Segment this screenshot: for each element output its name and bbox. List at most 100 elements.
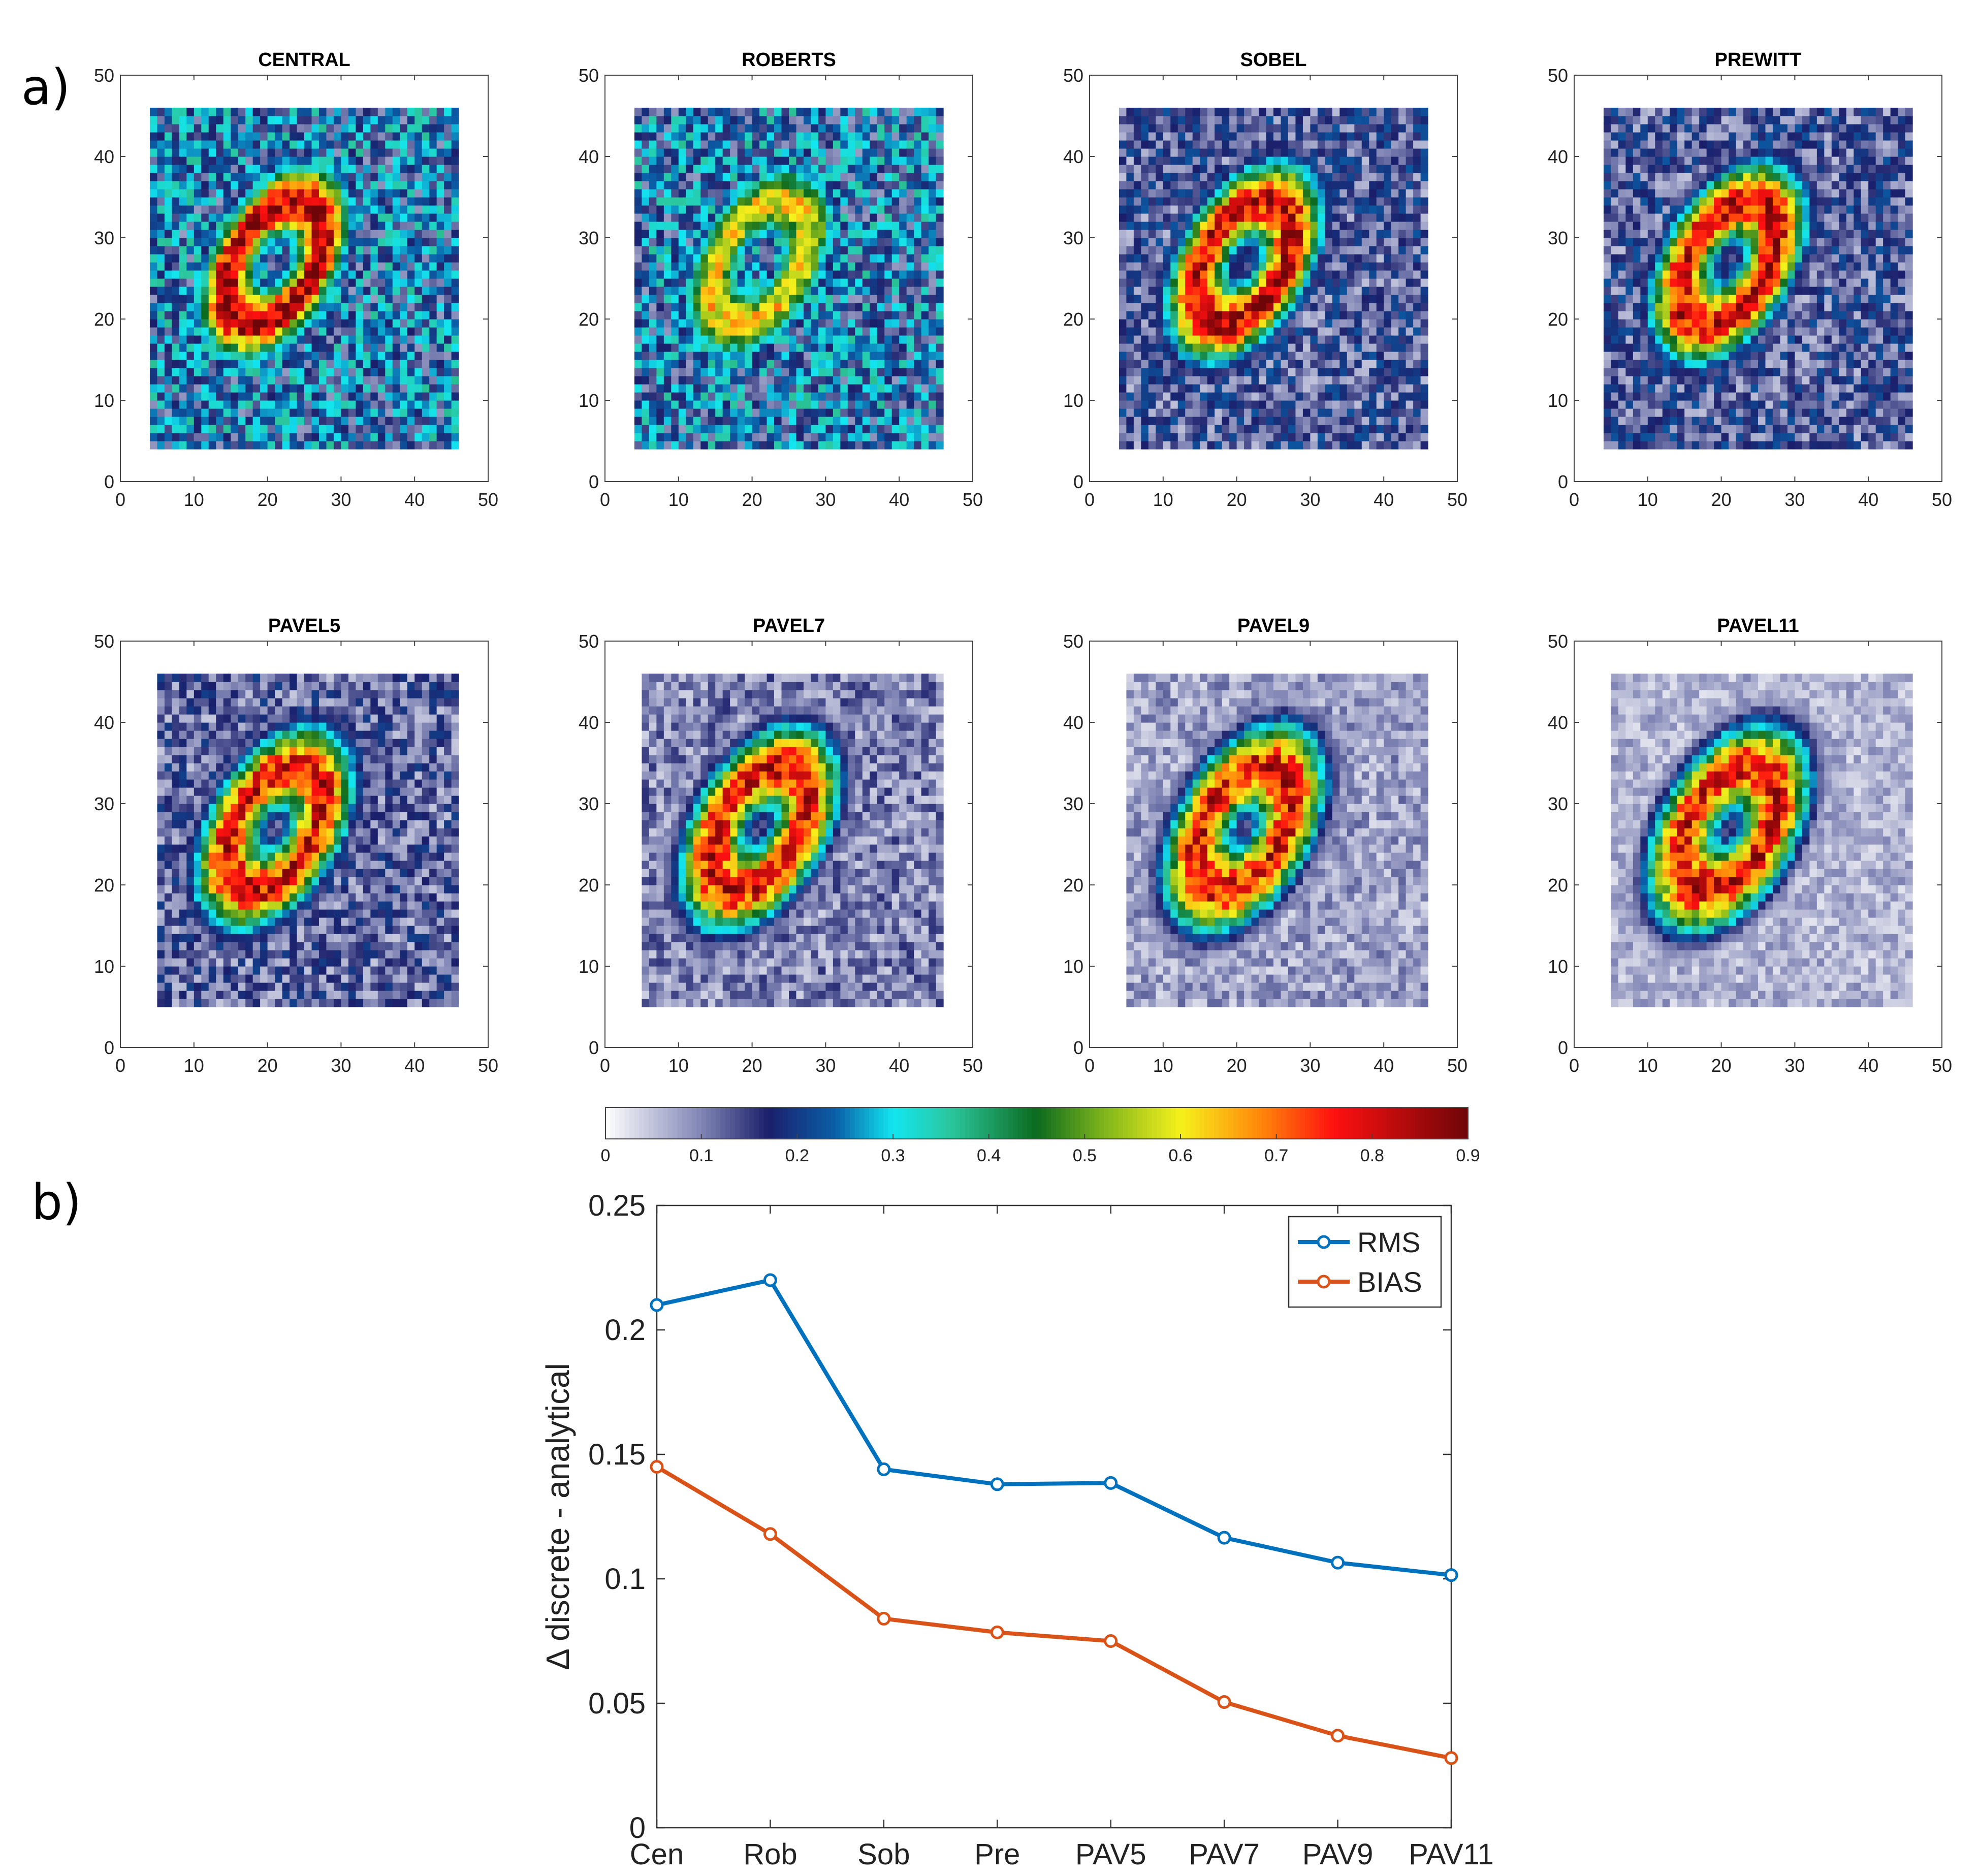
heatmap-cell xyxy=(1119,140,1127,149)
heatmap-cell xyxy=(318,140,327,149)
heatmap-cell xyxy=(891,441,900,450)
heatmap-cell xyxy=(1177,352,1186,360)
heatmap-cell xyxy=(914,181,922,189)
heatmap-cell xyxy=(891,197,900,206)
heatmap-cell xyxy=(825,221,834,230)
heatmap-cell xyxy=(708,303,716,311)
heatmap-cell xyxy=(157,140,165,149)
heatmap-cell xyxy=(1288,360,1296,368)
heatmap-cell xyxy=(318,425,327,433)
heatmap-cell xyxy=(1302,108,1311,116)
heatmap-cell xyxy=(1170,108,1178,116)
heatmap-cell xyxy=(767,319,775,328)
heatmap-cell xyxy=(884,295,892,303)
heatmap-cell xyxy=(840,148,848,157)
heatmap-cell xyxy=(642,262,650,271)
heatmap-cell xyxy=(201,360,209,368)
heatmap-cell xyxy=(311,408,320,417)
heatmap-cell xyxy=(877,238,885,246)
heatmap-cell xyxy=(847,205,855,214)
heatmap-cell xyxy=(745,368,753,376)
heatmap-cell xyxy=(884,287,892,295)
heatmap-cell xyxy=(656,140,664,149)
heatmap-cell xyxy=(392,230,400,238)
heatmap-cell xyxy=(906,335,914,344)
heatmap-cell xyxy=(649,230,657,238)
heatmap-cell xyxy=(385,441,393,450)
heatmap-cell xyxy=(1236,246,1244,255)
heatmap-cell xyxy=(304,108,312,116)
heatmap-cell xyxy=(642,173,650,181)
heatmap-cell xyxy=(752,246,760,255)
heatmap-cell xyxy=(157,287,165,295)
heatmap-cell xyxy=(252,173,261,181)
heatmap-cell xyxy=(1288,246,1296,255)
heatmap-cell xyxy=(363,392,371,401)
heatmap-cell xyxy=(311,319,320,328)
heatmap-cell xyxy=(759,108,768,116)
heatmap-cell xyxy=(348,132,356,141)
heatmap-cell xyxy=(157,278,165,287)
heatmap-cell xyxy=(1126,376,1134,385)
heatmap-cell xyxy=(663,319,672,328)
heatmap-cell xyxy=(1170,132,1178,141)
heatmap-cell xyxy=(1200,311,1208,320)
heatmap-cell xyxy=(1119,254,1127,263)
heatmap-cell xyxy=(282,197,290,206)
heatmap-cell xyxy=(671,376,679,385)
heatmap-cell xyxy=(311,433,320,441)
heatmap-cell xyxy=(1317,408,1325,417)
heatmap-cell xyxy=(708,376,716,385)
heatmap-cell xyxy=(737,116,745,124)
heatmap-cell xyxy=(348,124,356,133)
heatmap-cell xyxy=(216,148,224,157)
heatmap-cell xyxy=(1354,360,1362,368)
heatmap-cell xyxy=(825,327,834,336)
heatmap-cell xyxy=(663,165,672,173)
heatmap-cell xyxy=(275,368,283,376)
heatmap-cell xyxy=(663,368,672,376)
heatmap-cell xyxy=(414,116,423,124)
heatmap-cell xyxy=(223,441,231,450)
heatmap-cell xyxy=(899,189,907,198)
heatmap-cell xyxy=(1310,433,1318,441)
heatmap-cell xyxy=(906,165,914,173)
heatmap-cell xyxy=(348,230,356,238)
heatmap-cell xyxy=(730,156,738,165)
heatmap-cell xyxy=(1177,319,1186,328)
heatmap-cell xyxy=(451,221,459,230)
heatmap-cell xyxy=(238,156,246,165)
heatmap-cell xyxy=(370,408,378,417)
heatmap-cell xyxy=(789,213,797,222)
heatmap-cell xyxy=(363,124,371,133)
heatmap-cell xyxy=(1354,246,1362,255)
heatmap-cell xyxy=(774,148,782,157)
heatmap-cell xyxy=(231,287,239,295)
heatmap-cell xyxy=(1259,108,1267,116)
heatmap-cell xyxy=(231,376,239,385)
heatmap-cell xyxy=(781,417,789,425)
heatmap-cell xyxy=(208,278,216,287)
heatmap-cell xyxy=(290,425,298,433)
heatmap-cell xyxy=(722,189,730,198)
heatmap-cell xyxy=(774,376,782,385)
heatmap-cell xyxy=(663,270,672,279)
heatmap-cell xyxy=(1288,417,1296,425)
heatmap-cell xyxy=(789,254,797,263)
heatmap-cell xyxy=(172,132,180,141)
heatmap-cell xyxy=(370,262,378,271)
heatmap-cell xyxy=(451,433,459,441)
heatmap-cell xyxy=(407,327,415,336)
heatmap-cell xyxy=(914,319,922,328)
heatmap-cell xyxy=(1302,335,1311,344)
heatmap-cell xyxy=(737,205,745,214)
heatmap-cell xyxy=(847,221,855,230)
heatmap-cell xyxy=(737,319,745,328)
heatmap-cell xyxy=(356,417,364,425)
heatmap-cell xyxy=(194,238,202,246)
heatmap-cell xyxy=(216,238,224,246)
heatmap-cell xyxy=(1170,181,1178,189)
heatmap-cell xyxy=(377,425,386,433)
heatmap-cell xyxy=(1156,376,1164,385)
heatmap-cell xyxy=(385,408,393,417)
